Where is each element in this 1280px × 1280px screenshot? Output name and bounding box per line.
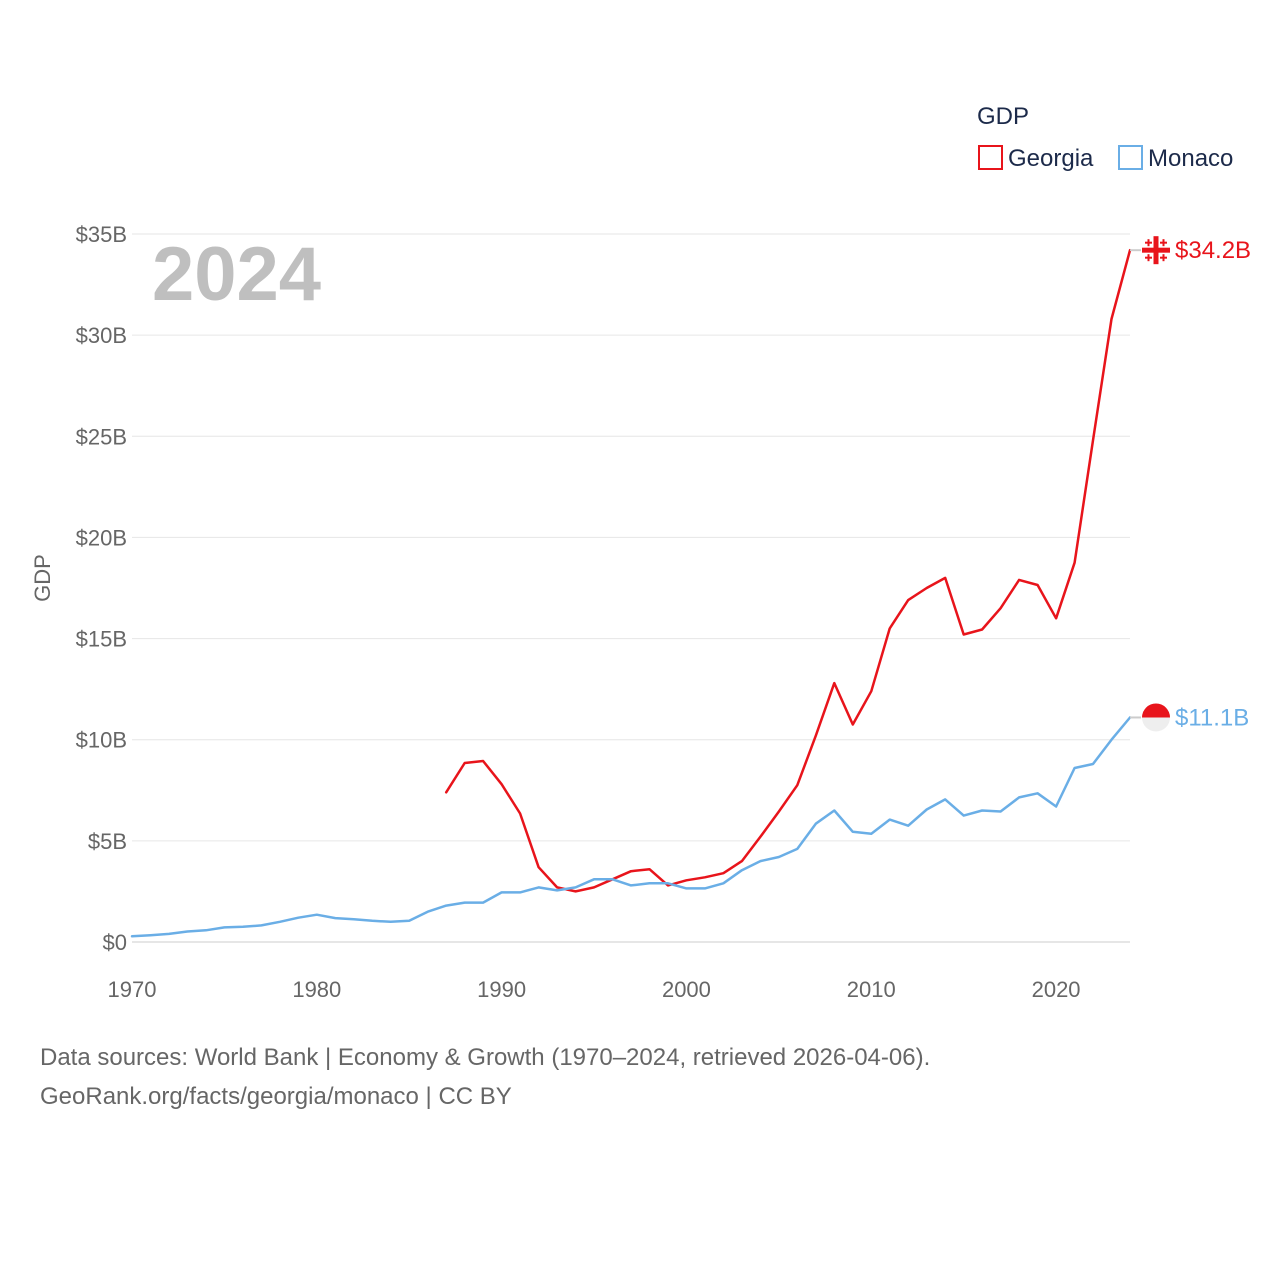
x-tick-label: 2010	[847, 977, 896, 1002]
x-axis-ticks: 1970 1980 1990 2000 2010 2020	[108, 977, 1081, 1002]
series-line-monaco	[130, 716, 1132, 938]
y-tick-label: $5B	[88, 829, 127, 854]
x-tick-label: 1970	[108, 977, 157, 1002]
y-axis-title: GDP	[30, 554, 55, 602]
end-labels: $34.2B $11.1B	[1142, 236, 1251, 732]
x-tick-label: 1980	[292, 977, 341, 1002]
legend-swatch-monaco	[1118, 145, 1143, 170]
legend-label-georgia: Georgia	[1008, 145, 1094, 172]
year-label: 2024	[152, 232, 321, 317]
x-tick-label: 2020	[1032, 977, 1081, 1002]
end-label-monaco: $11.1B	[1175, 704, 1249, 731]
series-lines	[130, 248, 1141, 938]
end-label-georgia: $34.2B	[1175, 237, 1251, 264]
y-axis-ticks: $0 $5B $10B $15B $20B $25B $30B $35B	[76, 222, 127, 955]
footer-source-line: Data sources: World Bank | Economy & Gro…	[40, 1044, 931, 1071]
legend-item-georgia[interactable]: Georgia	[978, 145, 1094, 172]
grid-lines	[132, 233, 1130, 943]
legend-item-monaco[interactable]: Monaco	[1118, 145, 1233, 172]
y-tick-label: $20B	[76, 525, 127, 550]
x-tick-label: 2000	[662, 977, 711, 1002]
legend-label-monaco: Monaco	[1148, 145, 1233, 172]
y-tick-label: $0	[103, 930, 127, 955]
x-tick-label: 1990	[477, 977, 526, 1002]
legend-swatch-georgia	[978, 145, 1003, 170]
georgia-flag-icon	[1142, 236, 1170, 265]
y-tick-label: $25B	[76, 424, 127, 449]
y-tick-label: $10B	[76, 728, 127, 753]
y-tick-label: $15B	[76, 627, 127, 652]
legend-title: GDP	[977, 103, 1029, 130]
y-tick-label: $30B	[76, 323, 127, 348]
footer-url-line[interactable]: GeoRank.org/facts/georgia/monaco | CC BY	[40, 1083, 512, 1110]
series-line-georgia	[444, 248, 1132, 893]
monaco-flag-icon	[1142, 703, 1170, 732]
y-tick-label: $35B	[76, 222, 127, 247]
legend: GDP Georgia Monaco	[977, 103, 1233, 172]
